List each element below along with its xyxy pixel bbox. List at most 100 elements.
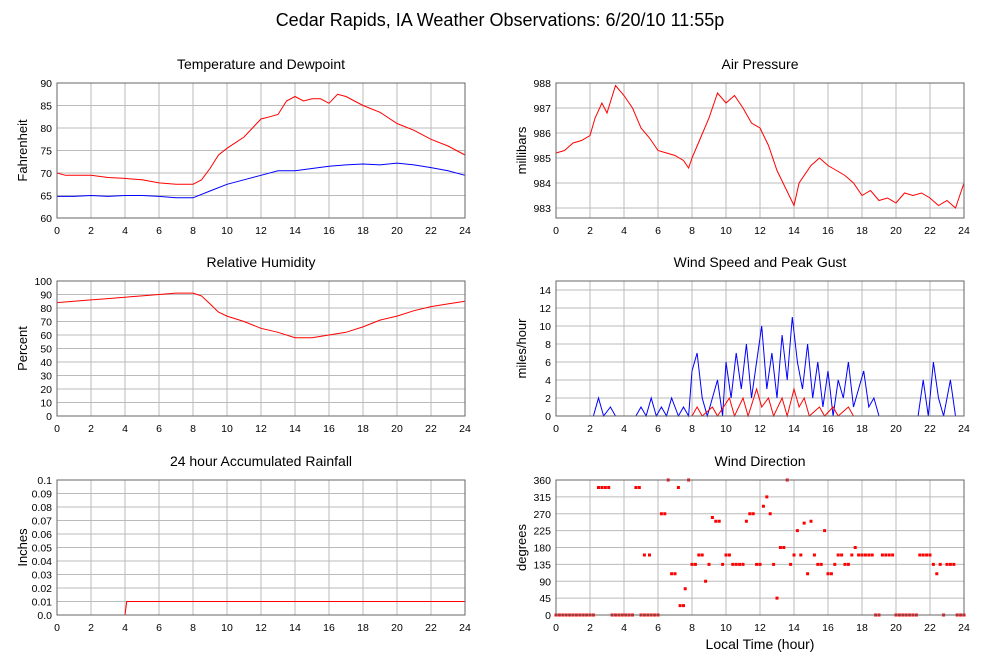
rain-x-tick-label: 8 [190,622,196,634]
rain-title: 24 hour Accumulated Rainfall [170,453,352,469]
rain-x-tick-label: 12 [255,622,267,634]
direction-point [717,519,721,523]
wind-x-tick-label: 4 [621,423,627,435]
direction-point [829,572,833,576]
humidity-y-tick-label: 50 [40,344,52,356]
direction-point [714,519,718,523]
direction-point [945,562,949,566]
rain-x-tick-label: 4 [122,622,128,634]
direction-point [867,553,871,557]
direction-point [678,604,682,608]
direction-point [607,486,611,489]
direction-y-tick-label: 315 [533,492,551,504]
wind-y-tick-label: 0 [545,411,551,423]
direction-point [812,553,816,557]
rain-x-tick-label: 10 [221,622,233,634]
temp-y-tick-label: 80 [40,123,52,135]
direction-y-tick-label: 45 [539,593,551,605]
direction-point [850,553,854,557]
direction-point [637,486,641,489]
direction-point [925,553,929,557]
direction-point [870,553,874,557]
direction-point [782,546,786,549]
humidity-series-0-line [56,292,466,339]
pressure-x-tick-label: 8 [689,225,695,237]
humidity-plot-frame [56,280,466,417]
temp-y-tick-label: 75 [40,146,52,158]
temp-x-tick-label: 10 [221,225,233,237]
direction-point [799,553,803,557]
direction-point [741,562,745,566]
temp-series-0-line [56,93,466,185]
temp-x-tick-label: 12 [255,225,267,237]
direction-point [884,553,888,557]
temp-y-tick-label: 90 [40,78,52,90]
direction-point [778,546,782,549]
humidity-y-tick-label: 100 [34,276,52,288]
direction-point [663,512,667,516]
pressure-y-tick-label: 984 [533,178,551,190]
direction-point [768,512,772,516]
direction-point [727,553,731,557]
pressure-x-tick-label: 10 [720,225,732,237]
direction-y-tick-label: 180 [533,543,551,555]
pressure-x-tick-label: 14 [788,225,800,237]
direction-point [642,553,646,557]
direction-point [775,596,779,600]
direction-x-tick-label: 10 [720,622,732,634]
pressure-x-tick-label: 2 [587,225,593,237]
direction-point [659,512,663,516]
direction-point [634,486,638,489]
direction-point [676,486,680,489]
humidity-x-tick-label: 10 [221,423,233,435]
direction-point [880,553,884,557]
wind-x-tick-label: 16 [822,423,834,435]
temp-x-tick-label: 18 [357,225,369,237]
rain-x-tick-label: 14 [289,622,301,634]
wind-x-tick-label: 2 [587,423,593,435]
direction-x-axis-label: Local Time (hour) [706,636,815,652]
humidity-y-tick-label: 60 [40,330,52,342]
direction-point [751,512,755,516]
direction-point [738,562,742,566]
direction-point [860,553,864,557]
temp-title: Temperature and Dewpoint [177,56,345,72]
rain-y-tick-label: 0.06 [32,529,53,541]
wind-x-tick-label: 14 [788,423,800,435]
direction-point [928,553,932,557]
direction-point [948,562,952,566]
direction-point [792,553,796,557]
rain-y-tick-label: 0.01 [32,597,53,609]
humidity-x-tick-label: 20 [391,423,403,435]
temp-y-tick-label: 70 [40,168,52,180]
pressure-y-tick-label: 985 [533,153,551,165]
direction-point [600,486,604,489]
humidity-x-tick-label: 12 [255,423,267,435]
temp-x-tick-label: 24 [459,225,471,237]
direction-point [693,562,697,566]
humidity-x-tick-label: 22 [425,423,437,435]
pressure-x-tick-label: 18 [856,225,868,237]
pressure-series-0-line [555,84,965,209]
rain-y-tick-label: 0.02 [32,583,53,595]
rain-x-tick-label: 20 [391,622,403,634]
direction-point [700,553,704,557]
wind-x-tick-label: 10 [720,423,732,435]
direction-point [744,519,748,523]
rain-plot-frame [56,479,466,616]
rain-y-tick-label: 0.03 [32,570,53,582]
direction-x-tick-label: 4 [621,622,627,634]
humidity-y-axis-label: Percent [15,326,30,371]
pressure-x-tick-label: 0 [553,225,559,237]
direction-point [843,562,847,566]
direction-point [819,562,823,566]
temp-x-tick-label: 16 [323,225,335,237]
humidity-x-tick-label: 18 [357,423,369,435]
direction-point [952,562,956,566]
pressure-y-tick-label: 988 [533,78,551,90]
humidity-y-tick-label: 20 [40,384,52,396]
direction-x-tick-label: 22 [924,622,936,634]
